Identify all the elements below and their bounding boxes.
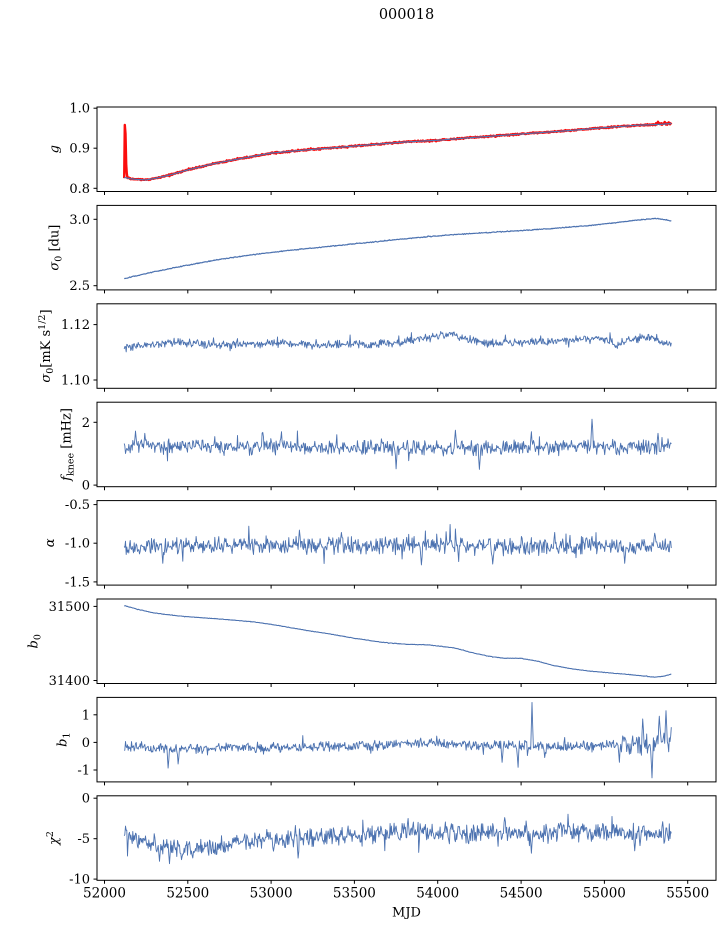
- b0-ylabel: b0: [27, 634, 44, 648]
- svg-text:0: 0: [82, 479, 90, 494]
- svg-text:31500: 31500: [49, 600, 90, 615]
- b1-axes-box: [96, 696, 717, 783]
- b1-xticks: [104, 781, 689, 786]
- b0-axes-box: [96, 598, 717, 684]
- sigma0_du-axes-box: [96, 204, 717, 291]
- svg-text:31400: 31400: [49, 674, 90, 689]
- b1-ylabel: b1: [55, 732, 72, 746]
- svg-text:52500: 52500: [166, 885, 209, 901]
- g-series-fit: [124, 122, 672, 181]
- subplot-b1: -1 0 1 b1: [55, 696, 717, 786]
- g-axes-box: [96, 106, 717, 192]
- svg-text:54000: 54000: [416, 885, 459, 901]
- svg-text:0: 0: [82, 736, 90, 751]
- svg-text:-1: -1: [77, 764, 90, 779]
- x-axis-label: MJD: [392, 905, 421, 920]
- svg-text:1.12: 1.12: [61, 318, 90, 333]
- figure-title: 000018: [378, 7, 435, 23]
- sigma0_mK-yticks: 1.10 1.12: [61, 318, 97, 389]
- sigma0_du-xticks: [104, 289, 689, 294]
- subplot-b0: 31400 31500 b0: [27, 598, 717, 689]
- alpha-yticks: -0.5 -1.0 -1.5: [65, 498, 97, 590]
- g-yticks: 0.8 0.9 1.0: [69, 102, 97, 197]
- svg-text:54500: 54500: [500, 885, 543, 901]
- subplot-g: 0.8 0.9 1.0 g: [47, 102, 717, 197]
- svg-text:0.8: 0.8: [69, 182, 90, 197]
- chi2-yticks: 0 -5 -10: [69, 792, 97, 888]
- subplot-sigma0_mK: 1.10 1.12 σ0[mK s1/2]: [37, 303, 717, 392]
- chi2-series-chi2: [123, 813, 672, 865]
- subplot-alpha: -0.5 -1.0 -1.5 α: [43, 498, 717, 590]
- svg-text:2.5: 2.5: [69, 279, 90, 294]
- f_knee-axes-box: [96, 401, 717, 488]
- g-xticks: [104, 191, 689, 195]
- alpha-ylabel: α: [43, 538, 58, 547]
- svg-text:53500: 53500: [333, 885, 376, 901]
- sigma0_du-ylabel: σ0 [du]: [47, 225, 64, 271]
- alpha-xticks: [104, 585, 689, 589]
- svg-text:53000: 53000: [250, 885, 293, 901]
- sigma0_mK-ylabel: σ0[mK s1/2]: [37, 309, 56, 382]
- sigma0_mK-series-sigma0_rate: [123, 331, 672, 353]
- subplot-chi2: 0 -5 -10 χ2 52000 52500 53000 53500 54000 54500 55…: [45, 792, 717, 920]
- x-tick-labels: 52000 52500 53000 53500 54000 54500 55000 55500: [83, 885, 709, 901]
- b1-yticks: -1 0 1: [77, 708, 97, 779]
- chi2-xticks: [104, 880, 689, 884]
- f_knee-ylabel: fknee [mHz]: [60, 408, 77, 482]
- sigma0_du-series-sigma0: [124, 217, 672, 280]
- alpha-axes-box: [96, 500, 717, 586]
- svg-text:1.0: 1.0: [69, 102, 90, 117]
- svg-text:2: 2: [82, 416, 90, 431]
- svg-text:0: 0: [82, 792, 90, 807]
- b0-yticks: 31400 31500: [49, 600, 97, 689]
- svg-text:52000: 52000: [83, 885, 126, 901]
- g-ylabel: g: [47, 145, 62, 153]
- sigma0_mK-xticks: [104, 388, 689, 392]
- g-series-data: [123, 120, 673, 182]
- svg-text:1.10: 1.10: [61, 374, 90, 389]
- svg-text:-1.5: -1.5: [65, 575, 90, 590]
- svg-text:-10: -10: [69, 873, 90, 888]
- svg-text:-5: -5: [77, 832, 90, 847]
- f_knee-yticks: 02: [82, 416, 97, 494]
- subplot-sigma0_du: 2.5 3.0 σ0 [du]: [47, 204, 717, 294]
- svg-text:55500: 55500: [666, 885, 709, 901]
- sigma0_mK-axes-box: [96, 303, 717, 389]
- b0-series-b0: [124, 605, 672, 678]
- svg-text:-0.5: -0.5: [65, 498, 90, 513]
- f_knee-series-fknee: [123, 418, 672, 470]
- svg-text:3.0: 3.0: [69, 213, 90, 228]
- f_knee-xticks: [104, 486, 689, 491]
- alpha-series-alpha: [123, 524, 672, 566]
- b1-series-b1: [124, 701, 672, 779]
- svg-text:1: 1: [82, 708, 90, 723]
- chi2-axes-box: [96, 795, 717, 881]
- chi2-ylabel: χ2: [45, 831, 62, 846]
- svg-text:55000: 55000: [583, 885, 626, 901]
- svg-text:-1.0: -1.0: [65, 537, 90, 552]
- sigma0_du-yticks: 2.5 3.0: [69, 213, 97, 294]
- svg-text:0.9: 0.9: [69, 142, 90, 157]
- b0-xticks: [104, 683, 689, 687]
